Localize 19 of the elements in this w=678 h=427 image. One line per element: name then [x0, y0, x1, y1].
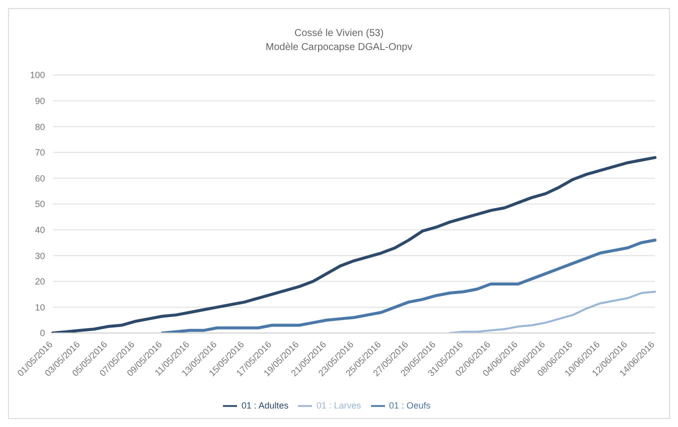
y-tick-label: 80	[34, 122, 45, 132]
line-series	[448, 290, 656, 333]
y-tick-label: 30	[34, 250, 45, 261]
y-tick-label: 0	[40, 328, 45, 338]
y-tick-label: 20	[34, 276, 45, 287]
legend-label: 01 : Oeufs	[389, 400, 431, 410]
y-tick-label: 90	[34, 96, 45, 106]
chart-subtitle: Modèle Carpocapse DGAL-Onpv	[264, 41, 414, 55]
legend-label: 01 : Larves	[316, 400, 362, 410]
y-tick-label: 10	[34, 302, 45, 312]
y-tick-label: 100	[30, 70, 45, 80]
y-tick-label: 70	[34, 148, 45, 158]
legend-label: 01 : Adultes	[241, 400, 288, 410]
chart-title: Cossé le Vivien (53)	[293, 27, 385, 41]
line-series	[160, 238, 656, 333]
line-series	[52, 156, 656, 333]
y-tick-label: 50	[34, 199, 45, 210]
y-tick-label: 60	[34, 173, 45, 184]
y-tick-label: 40	[34, 224, 45, 235]
